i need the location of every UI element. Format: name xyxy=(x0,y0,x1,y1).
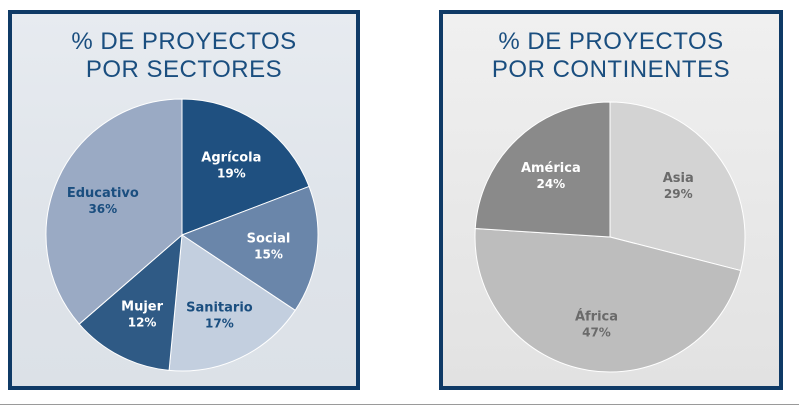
continentes-chart-panel: % DE PROYECTOS POR CONTINENTES Asia 29% Áf… xyxy=(439,10,783,390)
sectores-slice-educativo xyxy=(45,98,183,325)
continentes-slice-america xyxy=(474,101,611,238)
continentes-slice-label-africa: África xyxy=(575,308,618,324)
sectores-slice-label-educativo: Educativo xyxy=(67,186,139,201)
continentes-slice-label-asia: Asia xyxy=(663,171,694,186)
sectores-slice-value-social: 15% xyxy=(254,248,283,262)
continentes-slice-value-africa: 47% xyxy=(582,325,611,339)
sectores-slice-mujer xyxy=(78,233,183,371)
sectores-slice-label-mujer: Mujer xyxy=(121,299,163,314)
continentes-slice-label-america: América xyxy=(521,161,581,176)
continentes-chart-title: % DE PROYECTOS POR CONTINENTES xyxy=(443,28,779,84)
sectores-slice-value-educativo: 36% xyxy=(88,202,117,216)
sectores-chart-panel: % DE PROYECTOS POR SECTORES Agrícola 19% S… xyxy=(8,10,360,390)
sectores-slice-label-sanitario: Sanitario xyxy=(186,301,253,316)
sectores-slice-label-social: Social xyxy=(247,232,291,247)
sectores-slice-value-agricola: 19% xyxy=(217,166,246,180)
sectores-chart-title: % DE PROYECTOS POR SECTORES xyxy=(12,28,356,84)
sectores-title-line-1: % DE PROYECTOS xyxy=(71,28,297,55)
continentes-slice-value-asia: 29% xyxy=(664,187,693,201)
sectores-slice-agricola xyxy=(181,98,310,236)
sectores-slice-value-mujer: 12% xyxy=(128,315,157,329)
sectores-slice-sanitario xyxy=(168,234,296,372)
page-baseline-divider xyxy=(0,404,799,405)
continentes-title-line-2: POR CONTINENTES xyxy=(491,56,731,83)
sectores-slice-social xyxy=(180,185,319,312)
continentes-slice-value-america: 24% xyxy=(536,177,565,191)
continentes-slice-africa xyxy=(474,227,742,373)
sectores-slice-value-sanitario: 17% xyxy=(205,317,234,331)
continentes-title-line-1: % DE PROYECTOS xyxy=(498,28,724,55)
continentes-slice-asia xyxy=(609,101,746,272)
sectores-slice-label-agricola: Agrícola xyxy=(201,150,261,165)
sectores-title-line-2: POR SECTORES xyxy=(85,56,283,83)
